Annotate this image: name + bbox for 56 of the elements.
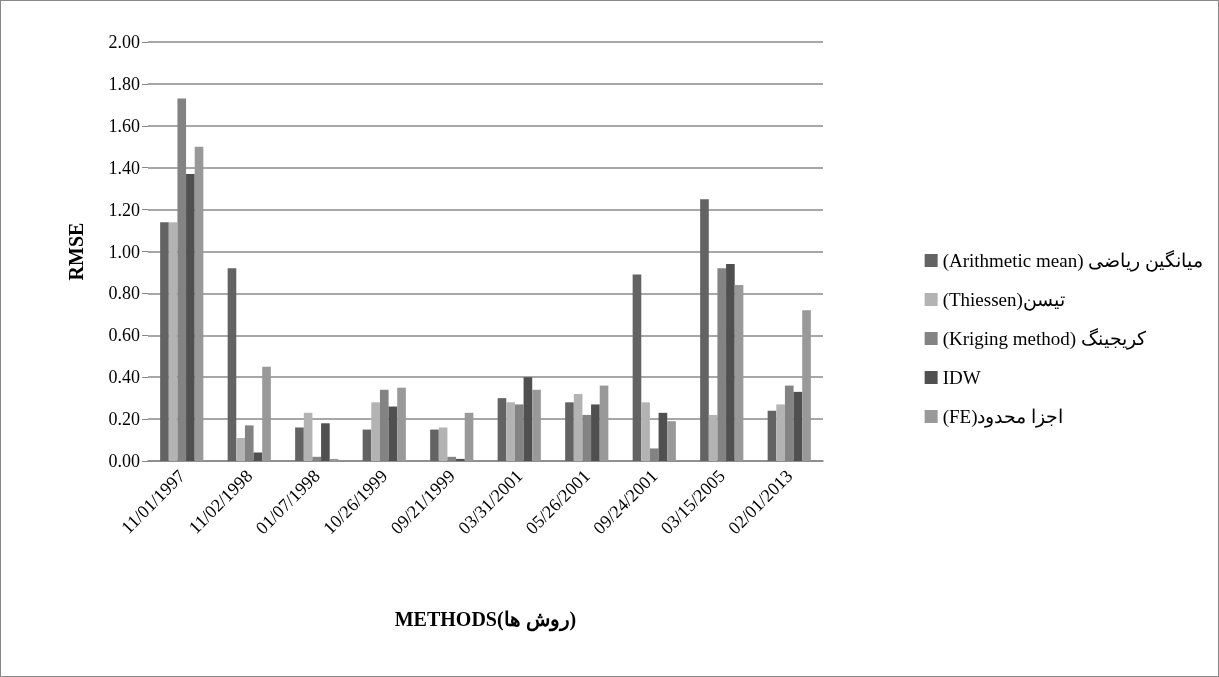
bar	[388, 406, 398, 461]
bar	[186, 173, 195, 461]
bar	[321, 423, 330, 461]
legend-label: (Thiessen)تیسن	[942, 289, 1065, 311]
bar	[726, 264, 735, 461]
y-tick-label: 0.20	[108, 409, 140, 430]
bar	[776, 404, 785, 461]
bar	[303, 412, 313, 461]
y-tick-label: 0.60	[108, 325, 140, 346]
bar	[168, 222, 178, 461]
y-tick-label: 0.40	[108, 367, 140, 388]
bar	[599, 385, 609, 461]
bar	[397, 387, 406, 461]
bar	[793, 391, 803, 461]
bar	[456, 458, 465, 461]
bar	[734, 285, 744, 461]
bar	[802, 310, 811, 461]
bar	[767, 410, 777, 461]
y-tick-label: 1.20	[108, 199, 140, 220]
bar	[497, 398, 507, 461]
bar	[464, 412, 474, 461]
y-tick-label: 1.60	[108, 115, 140, 136]
bar	[565, 402, 574, 461]
bar	[371, 402, 380, 461]
bar	[160, 222, 169, 461]
bar	[700, 199, 709, 461]
bar	[262, 366, 271, 461]
bar	[667, 421, 676, 461]
legend-label: (FE)اجزا محدود	[942, 406, 1064, 428]
bar	[430, 429, 439, 461]
bar	[194, 146, 204, 461]
bar	[506, 402, 515, 461]
bar	[523, 377, 533, 461]
bar	[641, 402, 650, 461]
bar	[438, 427, 448, 461]
y-tick-label: 0.00	[108, 451, 140, 471]
legend-label: (Arithmetic mean) میانگین ریاضی	[942, 249, 1203, 272]
bar	[362, 429, 372, 461]
y-tick-label: 2.00	[108, 32, 140, 52]
bar	[227, 268, 237, 461]
bar	[591, 404, 600, 461]
x-axis-title: METHODS(روش ها)	[394, 608, 577, 632]
bar	[632, 274, 642, 461]
legend-label: IDW	[942, 367, 981, 388]
bar	[295, 427, 304, 461]
bar	[573, 393, 583, 461]
bar	[708, 414, 718, 461]
bar	[236, 437, 245, 461]
y-tick-label: 1.80	[108, 73, 140, 94]
y-axis-title: RMSE	[65, 222, 87, 281]
y-tick-label: 1.00	[108, 241, 140, 262]
bar	[532, 389, 541, 461]
y-tick-label: 0.80	[108, 283, 140, 304]
bar	[658, 412, 668, 461]
legend-label: (Kriging method) کریجینگ	[942, 327, 1147, 350]
y-tick-label: 1.40	[108, 157, 140, 178]
